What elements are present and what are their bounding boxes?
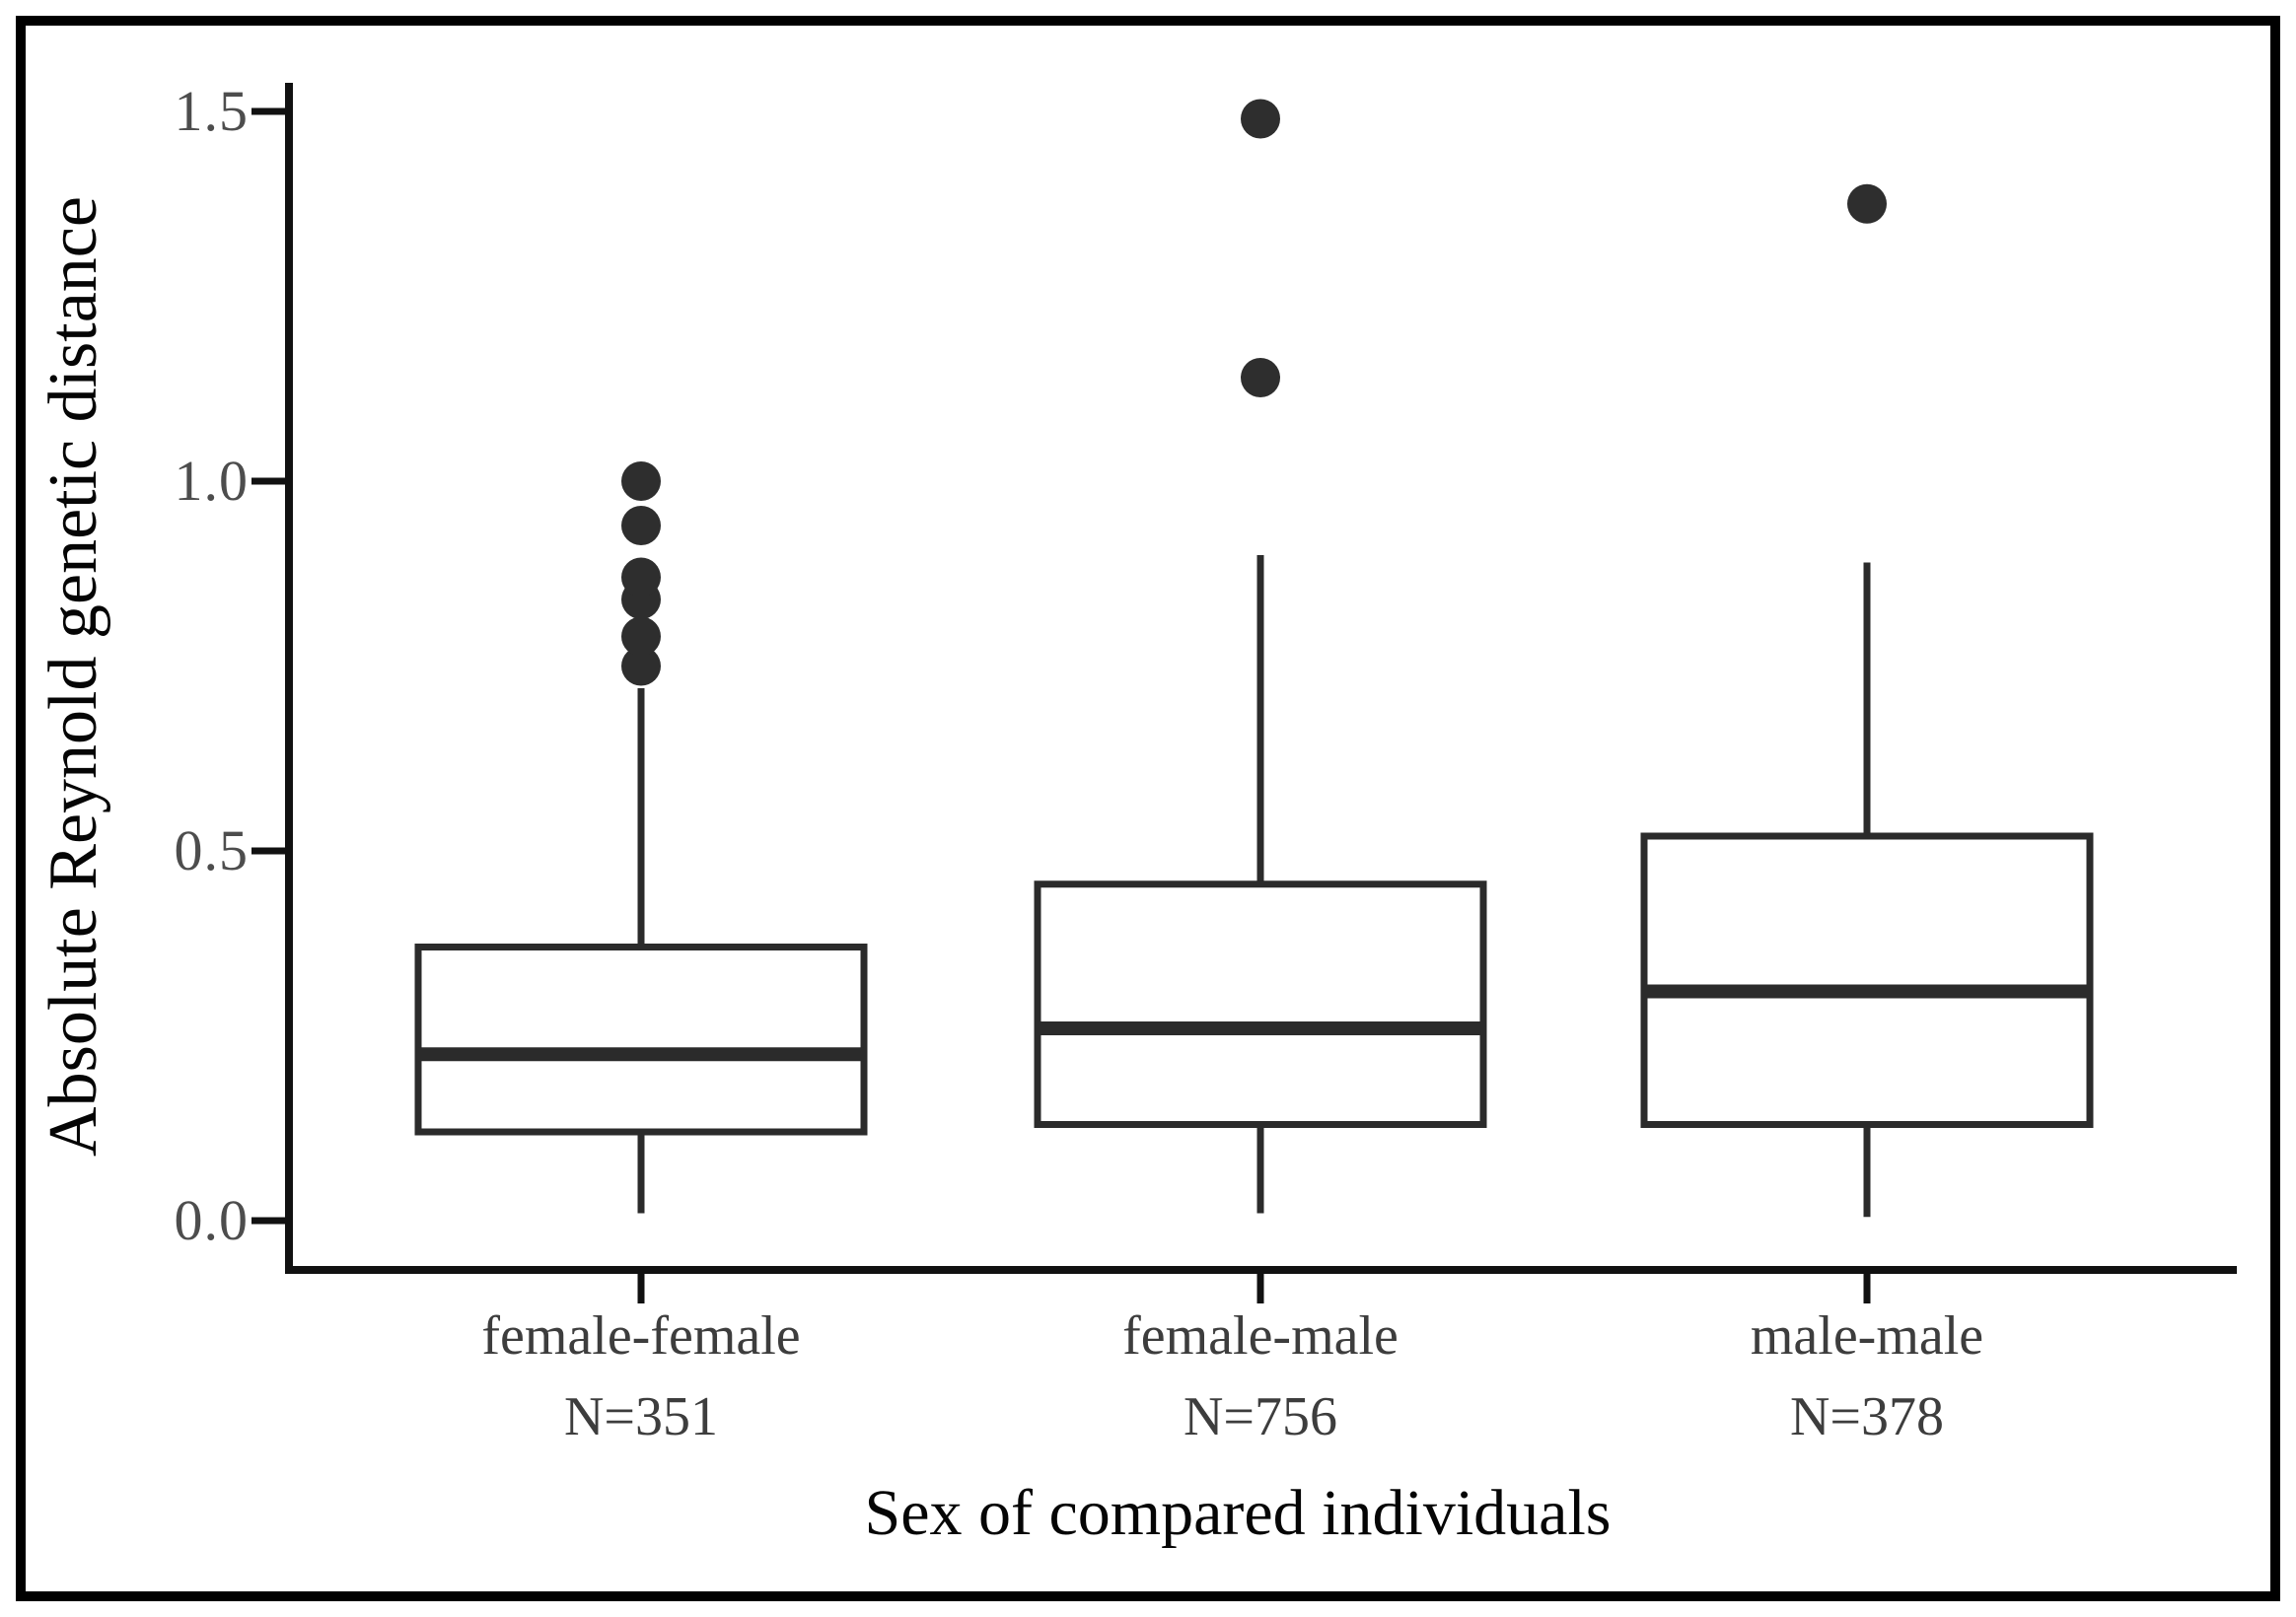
y-tick-label-1-5: 1.5 <box>174 79 249 143</box>
box-male-male <box>1640 832 2094 1128</box>
outlier-point-female-male <box>1241 358 1280 397</box>
x-category-count: N=351 <box>563 1386 719 1447</box>
outlier-point-male-male <box>1847 183 1887 224</box>
y-tick-label-1-0: 1.0 <box>174 449 249 513</box>
outlier-point-female-female <box>621 461 661 501</box>
x-category-label: male-male <box>1750 1305 1984 1367</box>
y-axis-title: Absolute Reynold genetic distance <box>36 196 111 1157</box>
x-axis-title: Sex of compared individuals <box>864 1477 1612 1549</box>
x-category-label: female-male <box>1122 1305 1399 1367</box>
outlier-point-female-female <box>621 616 661 657</box>
x-category-count: N=756 <box>1183 1386 1338 1447</box>
x-category-label: female-female <box>481 1305 801 1367</box>
outlier-point-female-male <box>1241 99 1280 139</box>
outlier-point-female-female <box>621 506 661 545</box>
box-female-female <box>414 944 868 1136</box>
x-category-count: N=378 <box>1789 1386 1945 1447</box>
outlier-point-female-female <box>621 557 661 598</box>
box-female-male <box>1034 880 1487 1128</box>
outlier-point-female-female <box>621 646 661 686</box>
y-tick-label-0-0: 0.0 <box>174 1188 249 1252</box>
y-tick-label-0-5: 0.5 <box>174 818 249 882</box>
